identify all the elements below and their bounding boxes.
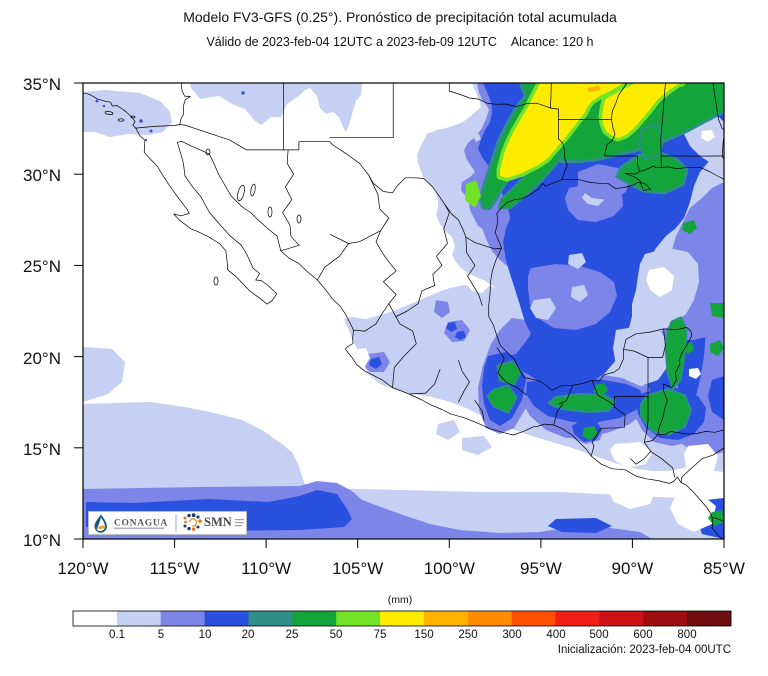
svg-text:CONAGUA: CONAGUA bbox=[114, 519, 168, 529]
svg-text:SMN: SMN bbox=[204, 515, 232, 529]
